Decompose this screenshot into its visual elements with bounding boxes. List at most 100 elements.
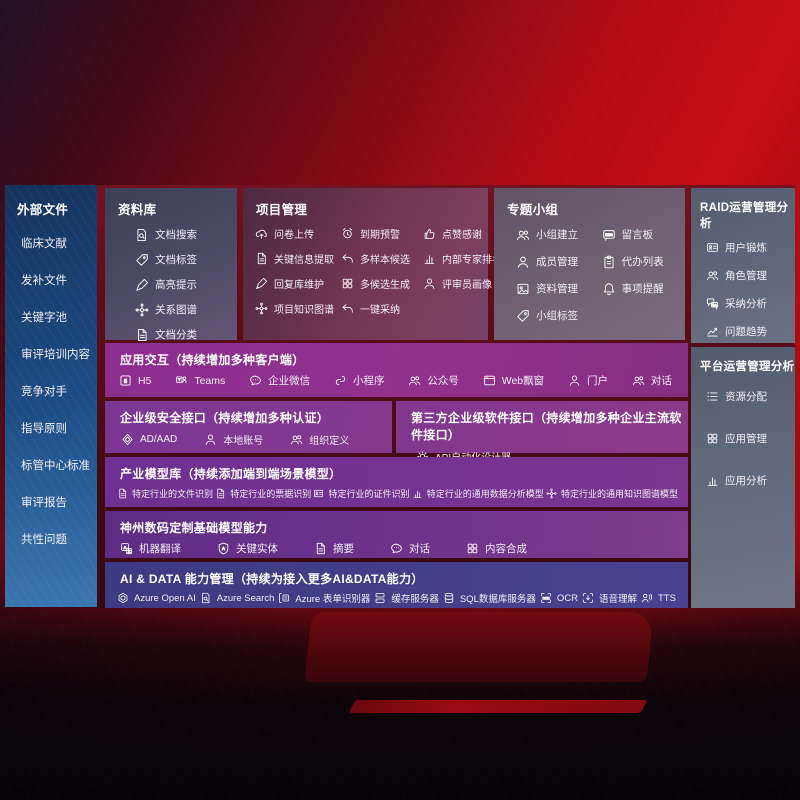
feature-item: 关系图谱 — [135, 302, 233, 317]
client-item: 门户 — [568, 373, 608, 388]
user-icon — [424, 278, 435, 289]
bbs-board-icon — [602, 229, 615, 241]
cloud-upload-icon — [255, 229, 267, 239]
bell-icon — [603, 282, 614, 295]
client-item: H5 — [119, 374, 151, 387]
qa-chat-icon — [706, 298, 719, 310]
users-icon — [409, 376, 421, 386]
feature-item: 资料管理 — [516, 281, 602, 296]
feature-item: 文档标签 — [135, 252, 233, 267]
service-item: Azure 表单识别器 — [278, 591, 370, 605]
base-model-row: 神州数码定制基础模型能力 机器翻译 关键实体 摘要 对话 内容合成 — [105, 511, 688, 558]
users-icon — [632, 376, 645, 386]
trend-chart-icon — [707, 327, 718, 337]
knowledge-graph-icon — [135, 303, 149, 316]
feature-item: 用户锻炼 — [706, 240, 793, 255]
row-title: 企业级安全接口（持续增加多种认证） — [120, 411, 330, 425]
raid-analysis-panel: RAID运营管理分析 用户锻炼 角色管理 采纳分析 问题趋势 — [691, 188, 795, 343]
users-icon — [706, 271, 719, 281]
sidebar-item-center-standards: 标管中心标准 — [21, 460, 90, 472]
document-search-icon — [137, 228, 146, 241]
capability-item: 对话 — [390, 541, 430, 556]
highlight-pen-icon — [136, 278, 149, 291]
service-item: Azure Search — [200, 592, 274, 604]
model-item: 特定行业的文件识别 — [117, 487, 213, 500]
feature-item: 回复库维护 — [255, 276, 341, 291]
users-icon — [517, 230, 530, 240]
entity-shield-icon — [218, 542, 229, 555]
sidebar-item-competitors: 竞争对手 — [21, 386, 67, 398]
sidebar-item-guidelines: 指导原则 — [21, 423, 67, 435]
document-icon — [119, 488, 127, 499]
document-search-icon — [201, 592, 210, 604]
capability-item: 机器翻译 — [120, 541, 181, 556]
panel-title: 专题小组 — [507, 203, 559, 217]
feature-item: 应用管理 — [706, 431, 793, 446]
knowledge-graph-icon — [255, 302, 268, 315]
client-item: Web飘窗 — [483, 373, 544, 388]
feature-item: 到期预警 — [341, 226, 423, 241]
feature-item: 多样本候选 — [341, 251, 423, 266]
ai-data-row: AI & DATA 能力管理（持续为接入更多AI&DATA能力） Azure O… — [105, 562, 688, 608]
feature-item: 项目知识图谱 — [255, 301, 341, 316]
feature-item: 高亮提示 — [135, 277, 233, 292]
platform-analysis-panel: 平台运营管理分析 资源分配 应用管理 应用分析 — [691, 347, 795, 608]
feature-item: 评审员画像 — [423, 276, 502, 291]
document-icon — [257, 252, 266, 265]
model-item: 特定行业的通用知识图谱模型 — [546, 487, 678, 500]
sidebar-item-common-issues: 共性问题 — [21, 534, 67, 546]
client-item: 企业微信 — [249, 373, 310, 388]
auth-item: 组织定义 — [290, 432, 349, 447]
document-icon — [217, 488, 225, 499]
model-item: 特定行业的票据识别 — [215, 487, 311, 500]
reply-arrow-icon — [342, 304, 353, 313]
capability-item: 内容合成 — [466, 541, 527, 556]
chat-bubble-icon — [250, 375, 261, 386]
panel-title: RAID运营管理分析 — [700, 202, 789, 230]
tag-icon — [136, 253, 148, 266]
openai-icon — [118, 593, 128, 603]
library-panel: 资料库 文档搜索 文档标签 高亮提示 关系图谱 文档分类 — [105, 188, 237, 341]
feature-item: 一键采纳 — [341, 301, 423, 316]
feature-item: 应用分析 — [706, 473, 793, 488]
feature-item: 角色管理 — [706, 268, 793, 283]
miniprogram-icon — [335, 375, 346, 386]
grid-icon — [707, 433, 718, 444]
panel-title: 平台运营管理分析 — [700, 361, 795, 373]
bar-chart-icon — [707, 477, 718, 486]
image-icon — [517, 283, 529, 294]
service-item: TTS — [641, 592, 676, 604]
highlight-pen-icon — [256, 277, 268, 289]
document-icon — [138, 328, 147, 341]
row-title: 第三方企业级软件接口（持续增加多种企业主流软件接口） — [411, 411, 682, 442]
id-card-icon — [707, 243, 718, 252]
feature-item: 内部专家排名 — [423, 251, 502, 266]
knowledge-graph-icon — [546, 488, 557, 499]
feature-item: 文档搜索 — [135, 227, 233, 242]
feature-item: 小组标签 — [516, 308, 602, 323]
row-title: 产业模型库（持续添加端到端场景模型） — [120, 467, 342, 481]
app-interaction-row: 应用交互（持续增加多种客户端） H5 Teams 企业微信 小程序 公众号 We… — [105, 343, 688, 397]
feature-item: 点赞感谢 — [423, 226, 502, 241]
reply-arrow-icon — [342, 254, 353, 263]
client-item: 对话 — [632, 373, 672, 388]
auth-item: 本地账号 — [204, 432, 263, 447]
panel-title: 项目管理 — [256, 203, 308, 217]
service-item: 缓存服务器 — [374, 591, 439, 605]
feature-item: 留言板 — [602, 227, 681, 242]
speech-icon — [583, 593, 593, 603]
bar-chart-icon — [424, 255, 435, 264]
ad-shield-icon — [122, 433, 133, 446]
feature-item: 问题趋势 — [706, 324, 793, 339]
translate-icon — [121, 543, 133, 555]
grid-icon — [342, 278, 353, 289]
capability-item: 关键实体 — [217, 541, 278, 556]
tag-icon — [517, 309, 529, 322]
database-icon — [444, 592, 453, 604]
service-item: OCR — [540, 592, 578, 604]
project-management-panel: 项目管理 问卷上传 到期预警 点赞感谢 关键信息提取 多样本候选 内部专家排名 … — [243, 188, 502, 340]
auth-item: AD/AAD — [121, 433, 177, 446]
web-window-icon — [483, 375, 495, 386]
client-item: Teams — [175, 374, 225, 387]
